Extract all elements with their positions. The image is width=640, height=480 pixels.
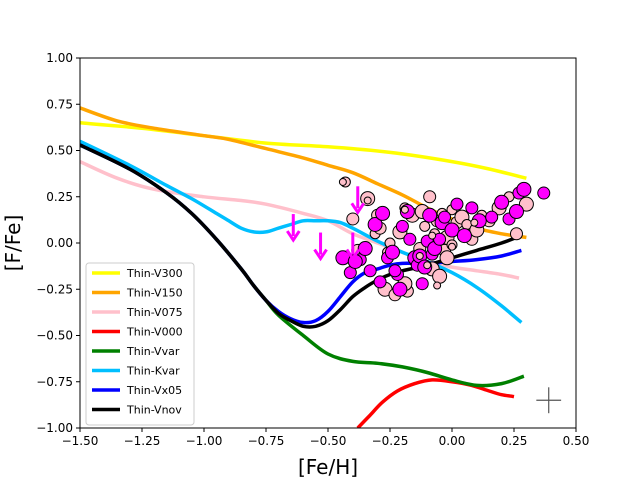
legend-box — [85, 262, 195, 426]
star-point-small — [338, 177, 347, 186]
x-axis-label: [Fe/H] — [298, 455, 358, 479]
star-point-pink — [518, 196, 534, 212]
star-point-small — [448, 242, 456, 251]
legend: Thin-V300 Thin-V150 Thin-V075 Thin-V000 Thin… — [85, 262, 195, 426]
star-point-small — [470, 218, 479, 227]
star-point-magenta — [395, 219, 409, 233]
y-tick-label: −0.50 — [36, 329, 73, 343]
y-tick-label: 0.00 — [46, 236, 73, 250]
x-tick-label: −0.75 — [248, 434, 285, 448]
y-tick-label: −0.75 — [36, 375, 73, 389]
y-axis-label: [F/Fe] — [1, 215, 25, 272]
star-point-magenta — [373, 275, 387, 289]
star-point-magenta — [450, 197, 464, 211]
axis-ticks: −1.50 −1.25 −1.00 −0.75 −0.50 −0.25 0.00 0.25 0.… — [36, 51, 589, 448]
points-layer — [335, 176, 551, 302]
star-point-magenta — [357, 241, 373, 257]
star-point-magenta — [465, 201, 479, 215]
star-point-magenta — [388, 264, 402, 278]
star-point-magenta — [392, 281, 408, 297]
legend-label-thin-v000: Thin-V000 — [126, 326, 183, 339]
x-tick-label: −1.50 — [62, 434, 99, 448]
star-point-small — [433, 281, 442, 290]
star-point-small — [423, 261, 432, 270]
x-tick-label: −0.50 — [310, 434, 347, 448]
legend-label-thin-vvar: Thin-Vvar — [126, 345, 180, 358]
star-point-small — [363, 196, 372, 205]
star-point-small — [400, 205, 409, 214]
y-tick-label: 1.00 — [46, 51, 73, 65]
upper-limit-arrow — [350, 186, 366, 216]
x-tick-label: −1.00 — [186, 434, 223, 448]
series-line-thin-v000 — [356, 378, 515, 428]
upper-limit-arrows — [286, 186, 366, 262]
x-tick-label: −0.25 — [372, 434, 409, 448]
upper-limit-arrow — [286, 214, 301, 243]
star-point-magenta — [494, 194, 510, 210]
star-point-magenta — [444, 222, 460, 238]
star-point-magenta — [422, 207, 438, 223]
y-tick-label: 0.25 — [46, 190, 73, 204]
legend-label-thin-v075: Thin-V075 — [126, 306, 183, 319]
star-point-magenta — [384, 244, 400, 260]
star-point-magenta — [403, 232, 417, 246]
star-point-magenta — [537, 186, 551, 200]
legend-label-thin-v300: Thin-V300 — [126, 267, 183, 280]
star-point-pink — [346, 212, 360, 226]
star-point-pink — [423, 190, 437, 204]
x-tick-label: 0.00 — [439, 434, 466, 448]
error-bar — [536, 387, 562, 414]
y-tick-label: 0.75 — [46, 97, 73, 111]
star-point-pink — [419, 220, 431, 232]
legend-label-thin-kvar: Thin-Kvar — [126, 365, 180, 378]
x-tick-label: −1.25 — [124, 434, 161, 448]
x-tick-label: 0.25 — [501, 434, 528, 448]
star-point-magenta — [375, 205, 391, 221]
star-point-small — [415, 251, 424, 260]
star-point-magenta — [438, 210, 452, 224]
star-point-small — [428, 231, 437, 240]
star-point-magenta — [415, 277, 429, 291]
y-tick-label: 0.50 — [46, 144, 73, 158]
star-point-magenta — [367, 217, 383, 232]
legend-label-thin-vnov: Thin-Vnov — [126, 404, 182, 417]
y-tick-label: −0.25 — [36, 282, 73, 296]
star-point-pink — [432, 268, 448, 284]
star-point-magenta — [485, 210, 499, 224]
star-point-magenta — [516, 181, 532, 197]
star-point-pink — [509, 227, 523, 241]
star-point-magenta — [363, 264, 377, 278]
upper-limit-arrow — [313, 232, 328, 262]
star-point-pink — [439, 250, 455, 266]
star-point-magenta — [456, 228, 472, 244]
upper-limit-arrow — [345, 232, 361, 262]
star-point-magenta — [508, 204, 524, 220]
y-tick-label: −1.00 — [36, 421, 73, 435]
legend-label-thin-v150: Thin-V150 — [126, 287, 183, 300]
legend-label-thin-vx05: Thin-Vx05 — [126, 384, 182, 397]
x-tick-label: 0.50 — [563, 434, 590, 448]
